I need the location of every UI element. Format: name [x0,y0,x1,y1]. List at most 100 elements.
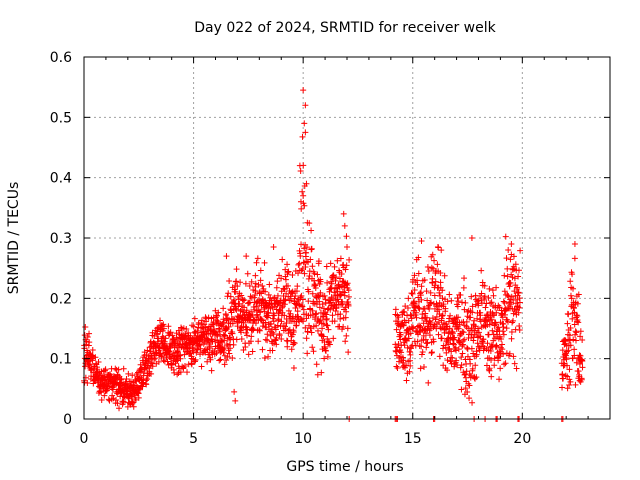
data-point [579,358,586,365]
data-point [287,297,294,304]
data-point [174,371,181,378]
data-point [455,314,462,321]
data-point [559,384,566,391]
data-point [507,279,514,286]
data-point [298,241,305,248]
data-point [256,289,263,296]
data-point [415,270,422,277]
data-point [407,351,414,358]
data-point [206,340,213,347]
data-point [570,285,577,292]
data-point [306,220,313,227]
data-point [308,245,315,252]
data-point [449,330,456,337]
data-point [98,389,105,396]
data-point [289,271,296,278]
data-point [492,321,499,328]
data-point [183,325,190,332]
data-point [222,312,229,319]
data-point [298,205,305,212]
data-point [198,363,205,370]
data-point [302,263,309,270]
data-point [401,308,408,315]
data-point [427,300,434,307]
data-point [326,288,333,295]
data-point [274,278,281,285]
data-point [460,329,467,336]
data-point [516,299,523,306]
data-point [120,398,127,405]
data-point [405,335,412,342]
data-point [450,340,457,347]
data-point [474,315,481,322]
data-point [227,293,234,300]
data-point [429,275,436,282]
data-point [246,283,253,290]
data-point [238,329,245,336]
data-point [317,289,324,296]
data-point [254,255,261,262]
data-point [338,270,345,277]
data-point [252,272,259,279]
data-point [115,366,122,373]
data-point [293,322,300,329]
data-point [240,319,247,326]
data-point [114,372,121,379]
data-point [393,348,400,355]
data-point [498,335,505,342]
data-point [419,311,426,318]
data-point [331,289,338,296]
data-point [224,353,231,360]
data-point [216,357,223,364]
data-point [292,305,299,312]
data-point [84,333,91,340]
data-point [344,280,351,287]
data-point [512,261,519,268]
data-point [503,255,510,262]
data-point [330,295,337,302]
data-point [394,365,401,372]
data-point [287,310,294,317]
data-point [324,353,331,360]
data-point [579,337,586,344]
data-point [333,285,340,292]
data-point [190,323,197,330]
data-point [240,347,247,354]
data-point [577,328,584,335]
data-point [229,355,236,362]
data-point [213,317,220,324]
data-point [395,340,402,347]
data-point [517,247,524,254]
data-point [259,346,266,353]
data-point [273,284,280,291]
data-point [344,325,351,332]
data-point [303,249,310,256]
data-point [296,260,303,267]
data-point [222,332,229,339]
data-point [345,302,352,309]
data-point [269,329,276,336]
data-point [181,351,188,358]
data-point [234,283,241,290]
data-point [497,365,504,372]
data-point [129,399,136,406]
data-point [144,376,151,383]
data-point [327,260,334,267]
data-point [223,357,230,364]
data-point [458,361,465,368]
data-point [244,270,251,277]
data-point [320,321,327,328]
data-point [428,349,435,356]
data-point [493,343,500,350]
data-point [281,297,288,304]
data-point [420,363,427,370]
data-point [290,339,297,346]
data-point [272,326,279,333]
data-point [475,325,482,332]
data-point [249,325,256,332]
data-point [432,316,439,323]
data-point [488,373,495,380]
data-point [242,343,249,350]
data-point [314,327,321,334]
data-point [442,305,449,312]
